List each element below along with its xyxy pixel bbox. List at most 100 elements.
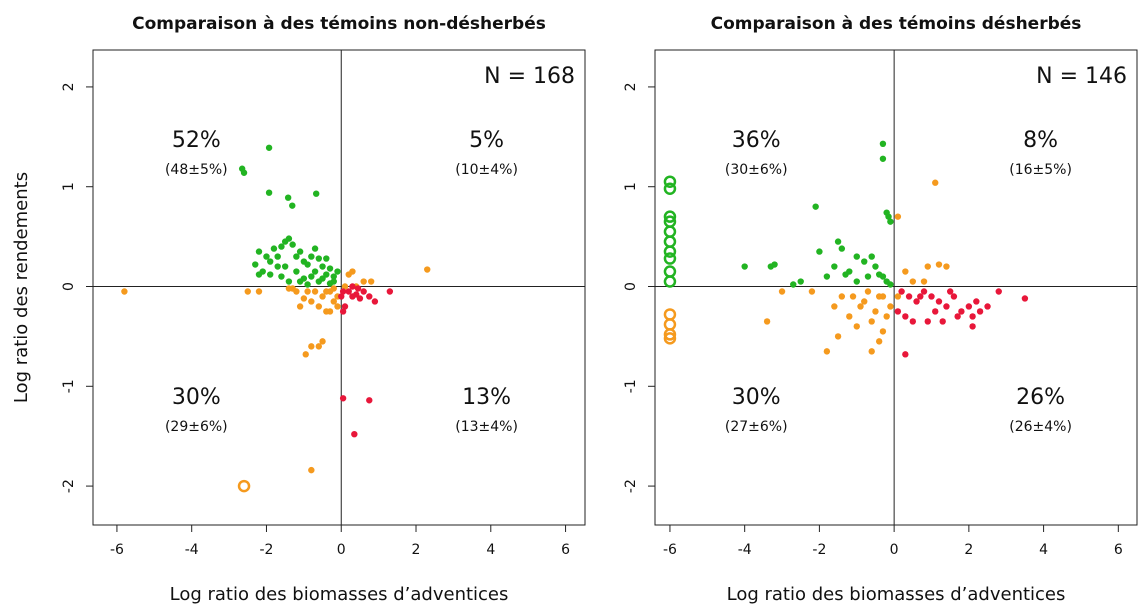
point: [857, 303, 864, 310]
point: [883, 313, 890, 320]
point: [296, 303, 304, 310]
quadrant-percent: 30%: [172, 385, 221, 410]
point: [663, 252, 677, 265]
point: [868, 318, 875, 325]
quadrant-percent: 5%: [469, 128, 504, 153]
point: [954, 313, 961, 320]
point: [345, 271, 352, 278]
point: [909, 278, 917, 285]
y-tick-label: -1: [623, 379, 639, 393]
point: [304, 281, 311, 288]
point: [995, 288, 1002, 295]
point: [289, 285, 296, 292]
point: [663, 182, 677, 195]
point: [887, 218, 894, 225]
point: [240, 169, 248, 176]
point: [932, 179, 939, 186]
point: [663, 332, 677, 345]
y-tick-label: 2: [61, 82, 77, 91]
point: [861, 298, 868, 305]
point: [267, 258, 274, 265]
quadrant-percent: 52%: [172, 128, 221, 153]
point: [270, 245, 278, 252]
point: [887, 281, 894, 288]
point: [349, 283, 356, 290]
quadrant-percent: 36%: [732, 128, 781, 153]
point: [338, 293, 345, 300]
x-tick-label: -2: [812, 542, 826, 558]
point: [894, 293, 902, 300]
point: [424, 266, 431, 273]
point: [244, 288, 251, 295]
point: [875, 338, 883, 345]
point: [663, 318, 677, 331]
quadrant-interval: (48±5%): [165, 162, 228, 178]
n-label: N = 146: [1036, 64, 1127, 89]
point: [285, 278, 293, 285]
point: [360, 278, 367, 285]
point: [308, 273, 315, 280]
point: [763, 318, 771, 325]
point: [663, 275, 677, 288]
quadrant-interval: (13±4%): [455, 419, 518, 435]
point: [935, 298, 943, 305]
point: [943, 263, 950, 270]
point: [289, 241, 296, 248]
point: [879, 155, 887, 162]
point: [879, 273, 887, 280]
point: [902, 313, 909, 320]
point: [366, 293, 373, 300]
x-axis-label: Log ratio des biomasses d’adventices: [727, 584, 1066, 605]
point: [853, 323, 860, 330]
point: [356, 295, 364, 302]
point: [339, 288, 347, 295]
point: [875, 293, 883, 300]
point: [902, 268, 909, 275]
point: [263, 253, 270, 260]
point: [285, 235, 293, 242]
point: [311, 268, 319, 275]
point: [984, 303, 991, 310]
y-tick-label: -1: [61, 379, 77, 393]
point: [281, 263, 289, 270]
point: [366, 397, 373, 404]
quadrant-interval: (16±5%): [1009, 162, 1072, 178]
point: [663, 175, 677, 188]
point: [274, 253, 281, 260]
quadrant-interval: (27±6%): [725, 419, 788, 435]
y-tick-label: 2: [623, 82, 639, 91]
quadrant-percent: 26%: [1016, 385, 1065, 410]
point: [315, 343, 323, 350]
y-axis-label: Log ratio des rendements: [11, 172, 32, 403]
x-tick-label: -4: [738, 542, 752, 558]
point: [302, 351, 309, 358]
point: [330, 278, 337, 285]
x-tick-label: 4: [486, 542, 495, 558]
point: [864, 288, 872, 295]
x-tick-label: 0: [890, 542, 899, 558]
point: [969, 323, 976, 330]
point: [1021, 295, 1029, 302]
point: [278, 243, 285, 250]
x-tick-label: 2: [412, 542, 421, 558]
point: [663, 265, 677, 278]
quadrant-interval: (26±4%): [1009, 419, 1072, 435]
x-tick-label: 6: [561, 542, 570, 558]
point: [965, 303, 973, 310]
point: [853, 253, 860, 260]
point: [935, 261, 943, 268]
plot-frame: [654, 49, 1138, 526]
x-axis-label: Log ratio des biomasses d’adventices: [170, 584, 509, 605]
y-tick-label: 1: [623, 182, 639, 191]
point: [885, 213, 892, 220]
point: [367, 278, 375, 285]
point: [308, 253, 315, 260]
point: [853, 278, 860, 285]
point: [663, 245, 677, 258]
point: [315, 255, 323, 262]
point: [312, 190, 320, 197]
point: [808, 288, 816, 295]
point: [360, 288, 367, 295]
y-tick-label: -2: [623, 479, 639, 493]
